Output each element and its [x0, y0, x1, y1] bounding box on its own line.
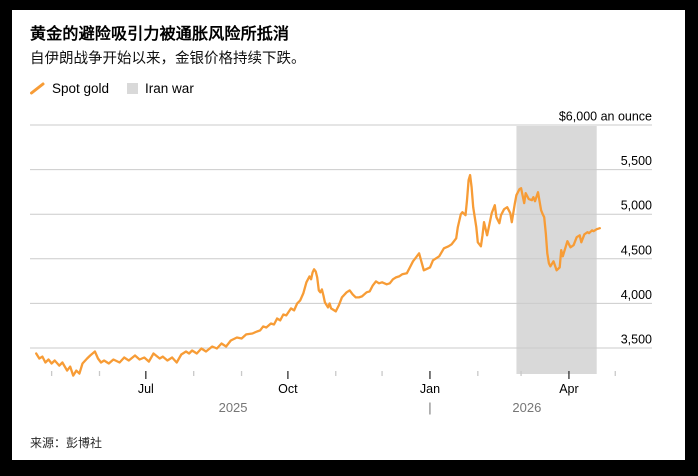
month-label: Oct [278, 382, 298, 396]
y-axis-label: 5,500 [621, 154, 652, 168]
price-chart: $6,000 an ounce 5,500 5,000 4,500 4,000 3,500… [30, 110, 652, 415]
source-note: 来源：彭博社 [30, 436, 103, 450]
month-label: Jan [420, 382, 440, 396]
legend-label-iran-war: Iran war [145, 81, 194, 96]
year-label-2025: 2025 [219, 400, 248, 415]
legend-label-spot-gold: Spot gold [52, 81, 110, 96]
chart-title: 黄金的避险吸引力被通胀风险所抵消 [30, 26, 290, 43]
iran-war-band [516, 126, 597, 374]
y-axis-label: 3,500 [621, 333, 652, 347]
band-square-icon [127, 83, 139, 94]
legend-item-spot-gold: Spot gold [30, 81, 109, 96]
chart-card: $6,000 an ounce 5,500 5,000 4,500 4,000 3,500… [12, 10, 685, 460]
legend-item-iran-war: Iran war [127, 81, 194, 96]
year-divider: | [428, 400, 431, 415]
month-label: Apr [559, 382, 578, 396]
month-label: Jul [138, 382, 154, 396]
y-axis-label: 4,000 [621, 288, 652, 302]
year-label-2026: 2026 [512, 400, 541, 415]
y-axis-label: 5,000 [621, 199, 652, 213]
chart-subtitle: 自伊朗战争开始以来，金银价格持续下跌。 [30, 51, 306, 67]
y-axis-label: $6,000 an ounce [559, 110, 652, 124]
gold-price-line [35, 173, 601, 377]
line-slash-icon [30, 82, 45, 95]
y-axis-label: 4,500 [621, 243, 652, 257]
chart-legend: Spot gold Iran war [30, 81, 194, 96]
